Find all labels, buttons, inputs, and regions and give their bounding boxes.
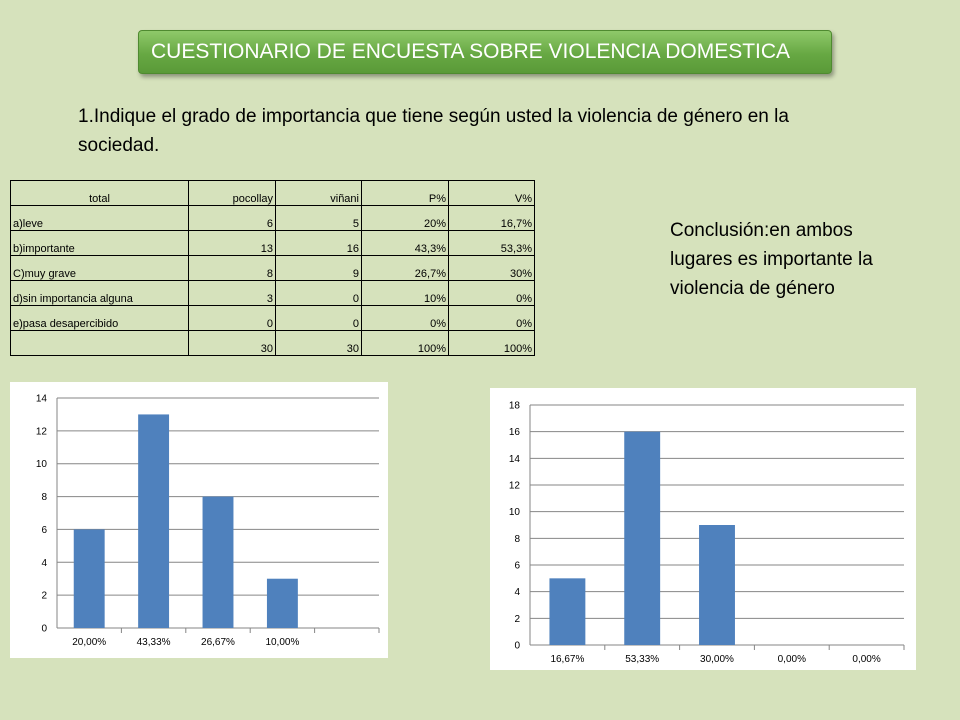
table-row: a)leve 6 5 20% 16,7% xyxy=(10,205,535,231)
table-cell: a)leve xyxy=(10,205,189,231)
bar xyxy=(138,414,170,628)
table-cell: 10% xyxy=(361,280,449,306)
y-tick-label: 6 xyxy=(41,525,47,536)
x-tick-label: 30,00% xyxy=(700,654,734,665)
table-cell: 3 xyxy=(188,280,276,306)
vinani-bar-chart: 0 2 4 6 8 10 12 14 16 18 16,67% 53,33% 30,00% 0,00% 0,… xyxy=(490,388,916,670)
table-cell: 16 xyxy=(275,230,362,256)
table-cell: 0 xyxy=(275,305,362,331)
results-table: total pocollay viñani P% V% a)leve 6 5 2… xyxy=(10,180,535,356)
y-tick-label: 10 xyxy=(509,507,521,518)
y-tick-label: 14 xyxy=(36,394,48,405)
y-tick-label: 2 xyxy=(514,614,520,625)
bar xyxy=(699,525,735,645)
bar xyxy=(202,496,234,628)
table-row: b)importante 13 16 43,3% 53,3% xyxy=(10,230,535,256)
table-cell: 0% xyxy=(361,305,449,331)
y-tick-label: 18 xyxy=(509,401,521,412)
y-tick-label: 8 xyxy=(41,492,47,503)
pocollay-chart-svg: 0 2 4 6 8 10 12 14 20,00% 43,33% 26,67% 10,00% xyxy=(36,394,380,648)
table-cell: b)importante xyxy=(10,230,189,256)
table-header-cell: pocollay xyxy=(188,180,276,206)
y-tick-label: 4 xyxy=(514,587,520,598)
conclusion-text: Conclusión:en ambos lugares es important… xyxy=(670,220,873,299)
x-tick-label: 53,33% xyxy=(625,654,659,665)
y-tick-label: 16 xyxy=(509,427,521,438)
table-cell: 30 xyxy=(188,330,276,356)
table-cell: 0% xyxy=(448,305,535,331)
y-tick-label: 6 xyxy=(514,561,520,572)
bar xyxy=(549,578,586,645)
table-cell: 100% xyxy=(448,330,535,356)
question-text: 1.Indique el grado de importancia que ti… xyxy=(78,106,789,156)
table-header-row: total pocollay viñani P% V% xyxy=(10,180,535,206)
x-tick-label: 43,33% xyxy=(137,637,171,648)
table-row: d)sin importancia alguna 3 0 10% 0% xyxy=(10,280,535,306)
table-cell: 0% xyxy=(448,280,535,306)
table-cell: 26,7% xyxy=(361,255,449,281)
x-tick-label: 0,00% xyxy=(852,654,880,665)
x-tick-label: 26,67% xyxy=(201,637,235,648)
table-cell: 13 xyxy=(188,230,276,256)
table-header-cell: viñani xyxy=(275,180,362,206)
bar xyxy=(73,529,105,628)
page-title: CUESTIONARIO DE ENCUESTA SOBRE VIOLENCIA… xyxy=(138,30,832,74)
vinani-chart-svg: 0 2 4 6 8 10 12 14 16 18 16,67% 53,33% 30,00% 0,00% 0,… xyxy=(509,401,905,665)
table-cell: 6 xyxy=(188,205,276,231)
y-tick-label: 12 xyxy=(36,426,48,437)
table-cell: 53,3% xyxy=(448,230,535,256)
table-cell: 16,7% xyxy=(448,205,535,231)
x-tick-label: 16,67% xyxy=(550,654,584,665)
table-header-cell: total xyxy=(10,180,189,206)
x-tick-label: 20,00% xyxy=(72,637,106,648)
table-cell: 9 xyxy=(275,255,362,281)
table-cell: 30 xyxy=(275,330,362,356)
y-tick-label: 14 xyxy=(509,454,521,465)
table-cell: e)pasa desapercibido xyxy=(10,305,189,331)
table-cell: 30% xyxy=(448,255,535,281)
y-tick-label: 8 xyxy=(514,534,520,545)
table-cell: d)sin importancia alguna xyxy=(10,280,189,306)
y-tick-label: 12 xyxy=(509,481,521,492)
table-total-row: 30 30 100% 100% xyxy=(10,330,535,356)
x-tick-label: 0,00% xyxy=(778,654,806,665)
y-tick-label: 0 xyxy=(41,624,47,635)
y-tick-label: 2 xyxy=(41,591,47,602)
table-header-cell: P% xyxy=(361,180,449,206)
y-tick-label: 10 xyxy=(36,459,48,470)
table-cell: 8 xyxy=(188,255,276,281)
table-cell xyxy=(10,330,189,356)
table-cell: C)muy grave xyxy=(10,255,189,281)
table-cell: 43,3% xyxy=(361,230,449,256)
pocollay-bar-chart: 0 2 4 6 8 10 12 14 20,00% 43,33% 26,67% 10,00% xyxy=(10,382,388,658)
bar xyxy=(266,578,298,628)
table-row: C)muy grave 8 9 26,7% 30% xyxy=(10,255,535,281)
x-tick-label: 10,00% xyxy=(265,637,299,648)
y-tick-label: 0 xyxy=(514,641,520,652)
table-row: e)pasa desapercibido 0 0 0% 0% xyxy=(10,305,535,331)
y-tick-label: 4 xyxy=(41,558,47,569)
table-cell: 20% xyxy=(361,205,449,231)
table-cell: 0 xyxy=(275,280,362,306)
bar xyxy=(624,431,661,645)
table-cell: 5 xyxy=(275,205,362,231)
table-cell: 0 xyxy=(188,305,276,331)
table-header-cell: V% xyxy=(448,180,535,206)
table-cell: 100% xyxy=(361,330,449,356)
